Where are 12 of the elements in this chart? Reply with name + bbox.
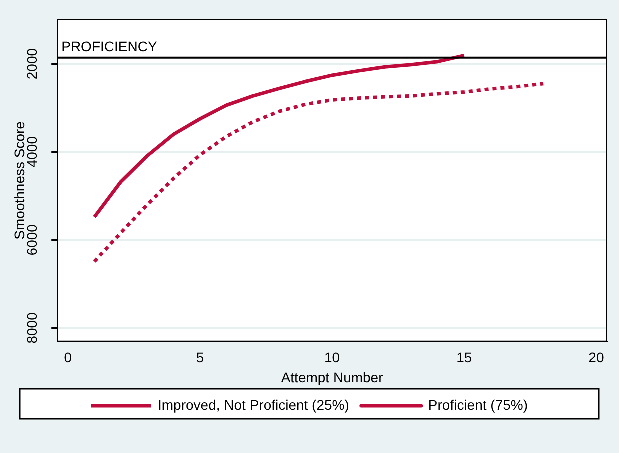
y-tick-label: 8000 bbox=[24, 312, 40, 344]
x-tick-label: 10 bbox=[324, 350, 340, 366]
x-tick-label: 15 bbox=[456, 350, 472, 366]
legend-label: Proficient (75%) bbox=[428, 396, 528, 413]
ref-line-label: PROFICIENCY bbox=[62, 38, 158, 55]
x-tick-label: 0 bbox=[64, 350, 72, 366]
legend-label: Improved, Not Proficient (25%) bbox=[158, 396, 350, 413]
line-series bbox=[92, 82, 546, 264]
x-tick-label: 20 bbox=[588, 350, 604, 366]
x-axis-title: Attempt Number bbox=[281, 369, 384, 386]
y-tick-label: 2000 bbox=[24, 48, 40, 80]
x-tick-label: 5 bbox=[196, 350, 204, 366]
